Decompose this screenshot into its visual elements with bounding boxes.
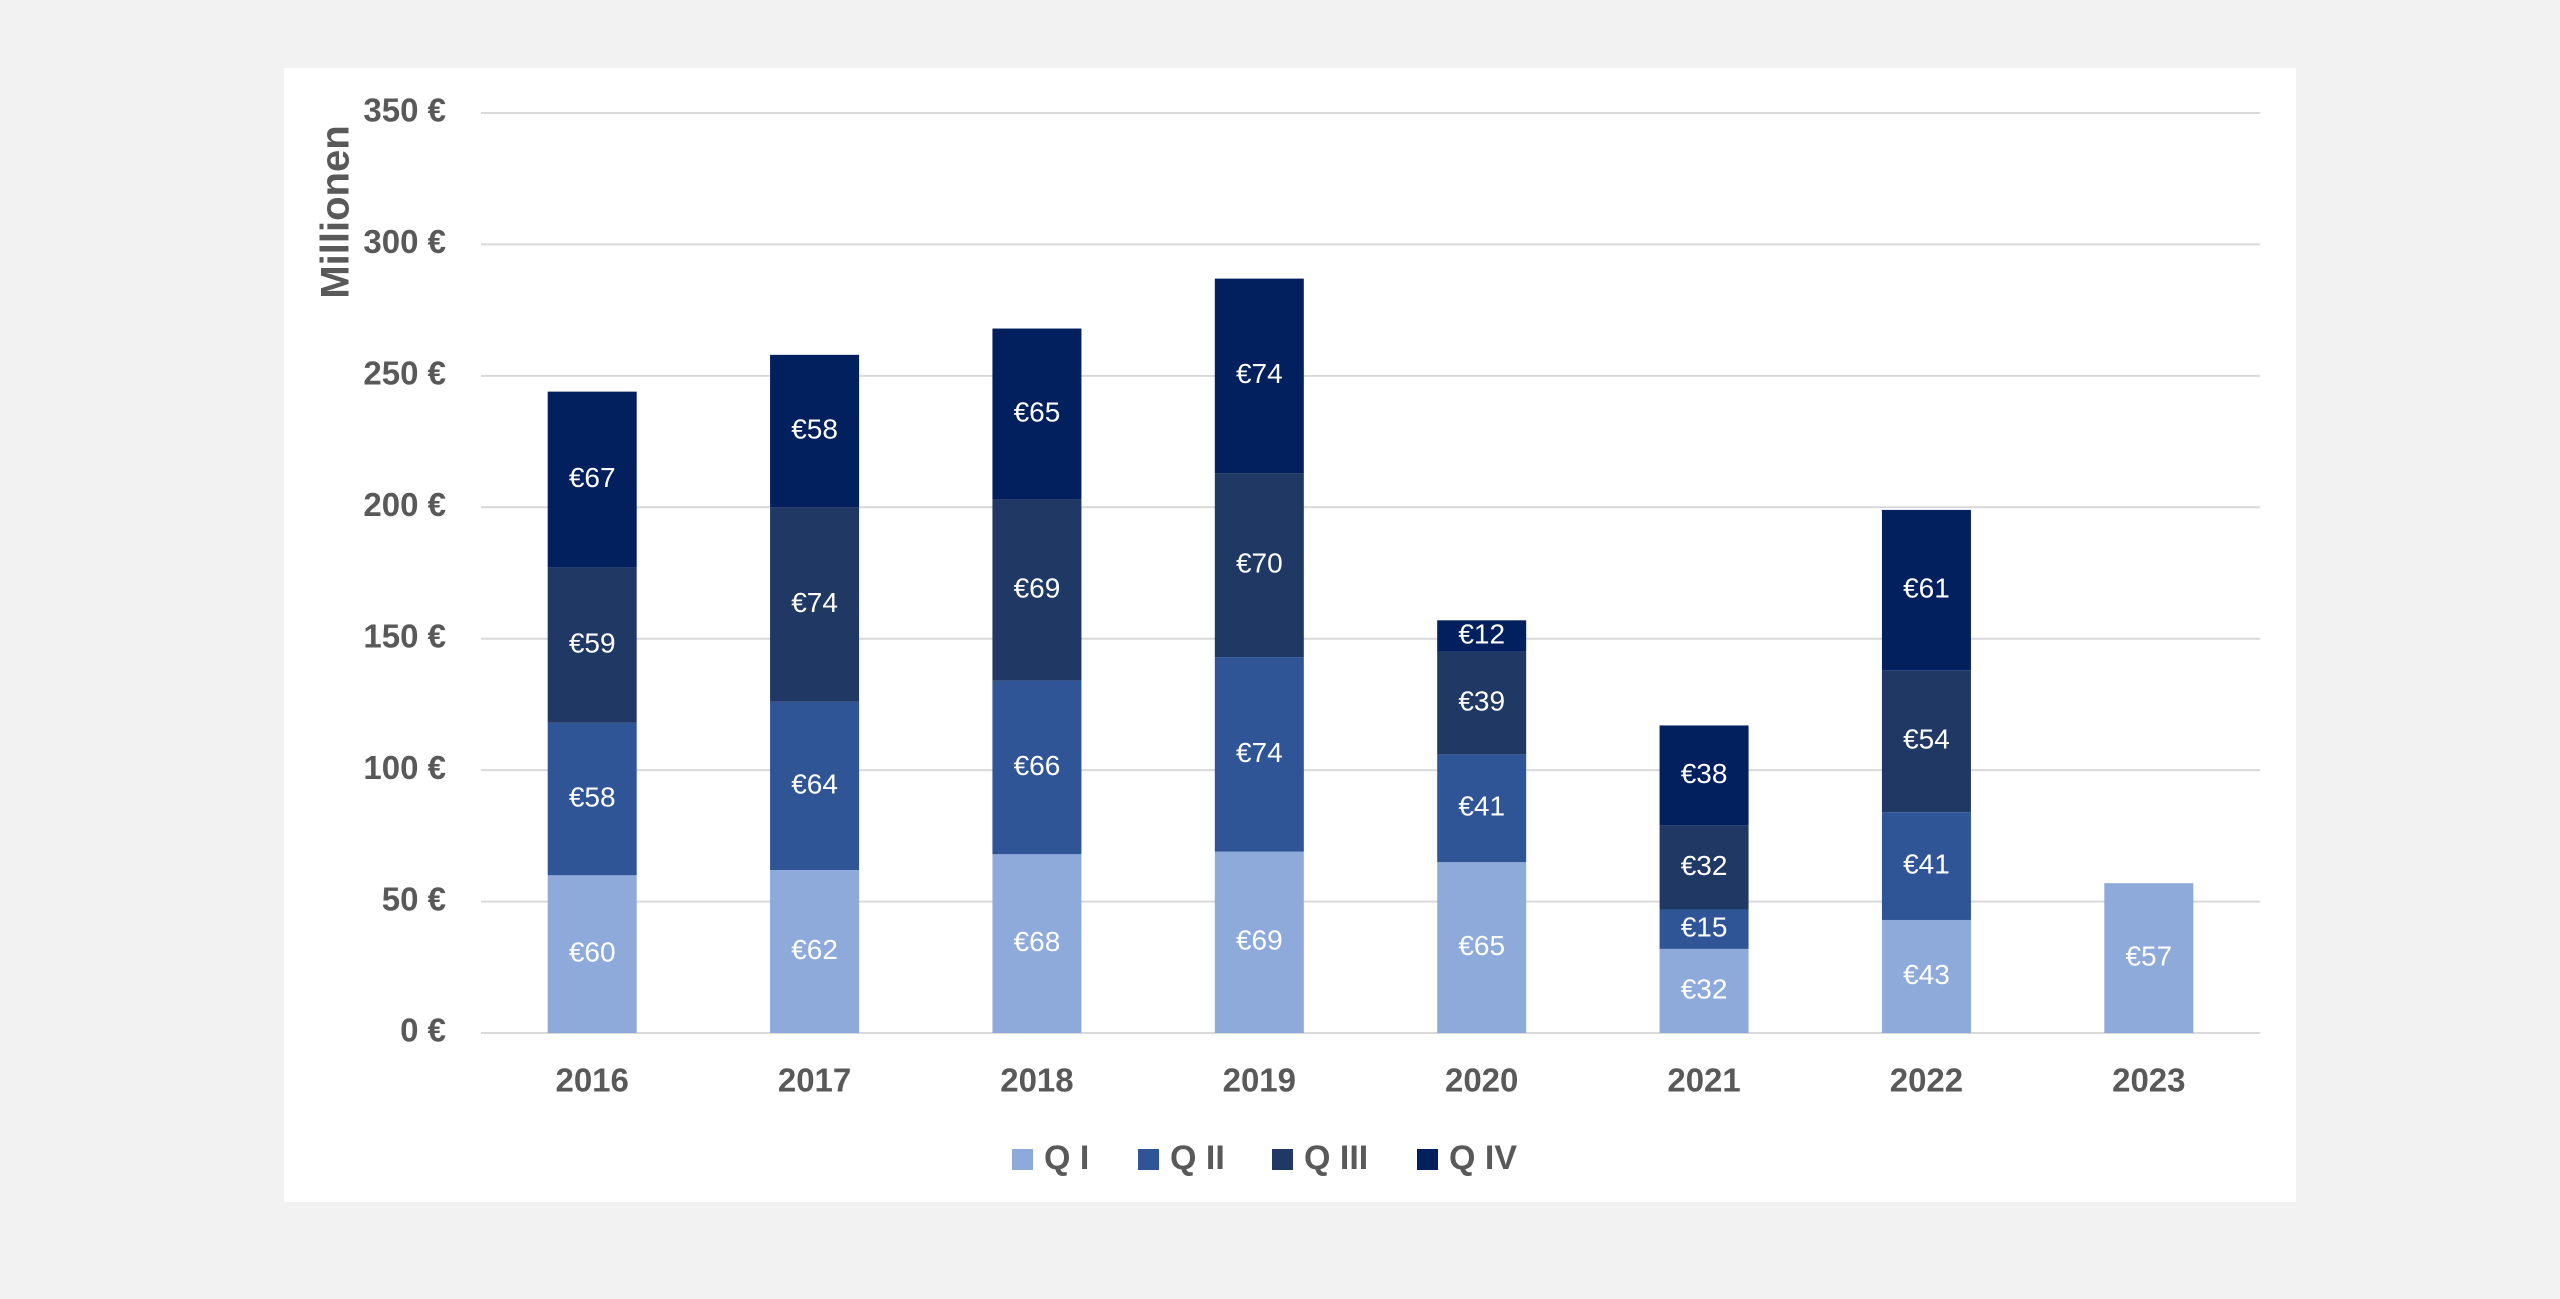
y-tick-label: 50 € bbox=[382, 880, 446, 917]
bar-segment bbox=[1881, 919, 1971, 1033]
data-label: €67 bbox=[569, 462, 616, 493]
data-label: €74 bbox=[791, 587, 838, 618]
bar-segment bbox=[1659, 948, 1749, 1033]
bar-segment bbox=[1659, 825, 1749, 910]
bar-segment bbox=[547, 391, 637, 568]
data-label: €74 bbox=[1236, 358, 1283, 389]
data-label: €65 bbox=[1458, 930, 1505, 961]
legend-label: Q I bbox=[1044, 1139, 1089, 1177]
data-label: €32 bbox=[1681, 973, 1728, 1004]
legend-label: Q IV bbox=[1449, 1139, 1517, 1177]
bar-segment bbox=[1437, 651, 1527, 755]
data-label: €59 bbox=[569, 628, 616, 659]
bar-segment bbox=[1437, 754, 1527, 863]
bar-segment bbox=[1881, 812, 1971, 920]
bar-segment bbox=[770, 701, 860, 871]
bar-segment bbox=[1437, 620, 1527, 652]
data-label: €41 bbox=[1458, 791, 1505, 822]
data-label: €69 bbox=[1014, 572, 1061, 603]
legend-swatch bbox=[1417, 1149, 1438, 1170]
bar-segment bbox=[1437, 862, 1527, 1033]
gridlines bbox=[481, 112, 2260, 1034]
bar-segment bbox=[1214, 278, 1304, 474]
y-axis-ticks: 0 € 50 € 100 € 150 € 200 € 250 € 300 € 350 € bbox=[363, 92, 446, 1049]
x-tick-label: 2021 bbox=[1667, 1062, 1740, 1099]
x-axis-ticks: 2016 2017 2018 2019 2020 2021 2022 2023 bbox=[555, 1062, 2185, 1099]
bar-segment bbox=[770, 507, 860, 702]
data-label: €68 bbox=[1014, 926, 1061, 957]
x-tick-label: 2020 bbox=[1445, 1062, 1518, 1099]
legend-item: Q II bbox=[1138, 1139, 1225, 1177]
data-label: €64 bbox=[791, 768, 838, 799]
data-label: €69 bbox=[1236, 925, 1283, 956]
data-label: €39 bbox=[1458, 686, 1505, 717]
chart-card: 0 € 50 € 100 € 150 € 200 € 250 € 300 € 350 € €6… bbox=[284, 68, 2296, 1202]
data-label: €65 bbox=[1014, 396, 1061, 427]
data-label: €70 bbox=[1236, 548, 1283, 579]
legend-item: Q IV bbox=[1417, 1139, 1517, 1177]
x-tick-label: 2022 bbox=[1890, 1062, 1963, 1099]
x-tick-label: 2023 bbox=[2112, 1062, 2185, 1099]
bar-segment bbox=[2104, 883, 2194, 1033]
data-label: €57 bbox=[2125, 940, 2172, 971]
y-tick-label: 350 € bbox=[363, 92, 446, 129]
data-label: €62 bbox=[791, 934, 838, 965]
legend-item: Q III bbox=[1272, 1139, 1368, 1177]
legend-label: Q II bbox=[1170, 1139, 1225, 1177]
bar-segment bbox=[547, 567, 637, 723]
data-label: €38 bbox=[1681, 758, 1728, 789]
bar-segment bbox=[992, 854, 1082, 1033]
y-tick-label: 150 € bbox=[363, 617, 446, 654]
stacked-bar-chart: 0 € 50 € 100 € 150 € 200 € 250 € 300 € 350 € €6… bbox=[314, 92, 2260, 1177]
y-tick-label: 100 € bbox=[363, 749, 446, 786]
y-tick-label: 250 € bbox=[363, 355, 446, 392]
legend-swatch bbox=[1012, 1149, 1033, 1170]
data-label: €66 bbox=[1014, 750, 1061, 781]
bar-segment bbox=[1659, 909, 1749, 949]
y-tick-label: 200 € bbox=[363, 486, 446, 523]
y-tick-label: 0 € bbox=[400, 1012, 446, 1049]
bar-segment bbox=[992, 328, 1082, 500]
data-label: €60 bbox=[569, 937, 616, 968]
bars bbox=[547, 278, 2194, 1033]
legend-item: Q I bbox=[1012, 1139, 1089, 1177]
y-tick-label: 300 € bbox=[363, 223, 446, 260]
data-label: €32 bbox=[1681, 850, 1728, 881]
legend-swatch bbox=[1138, 1149, 1159, 1170]
legend-swatch bbox=[1272, 1149, 1293, 1170]
x-tick-label: 2016 bbox=[555, 1062, 628, 1099]
x-tick-label: 2019 bbox=[1223, 1062, 1296, 1099]
y-axis-title: Millionen bbox=[314, 125, 358, 298]
data-label: €43 bbox=[1903, 959, 1950, 990]
x-tick-label: 2018 bbox=[1000, 1062, 1073, 1099]
data-label: €54 bbox=[1903, 724, 1950, 755]
data-label: €12 bbox=[1458, 618, 1505, 649]
data-label: €58 bbox=[569, 781, 616, 812]
bar-segment bbox=[992, 499, 1082, 681]
bar-segment bbox=[547, 875, 637, 1033]
bar-segment bbox=[1214, 473, 1304, 658]
data-label: €15 bbox=[1681, 912, 1728, 943]
data-label: €61 bbox=[1903, 572, 1950, 603]
data-labels: €60 €58 €59 €67 €62 €64 €74 €58 €68 €66 €69 €65 €69 €… bbox=[569, 358, 2172, 1004]
bar-segment bbox=[1881, 670, 1971, 813]
legend: Q I Q II Q III Q IV bbox=[1012, 1139, 1517, 1177]
bar-segment bbox=[770, 354, 860, 508]
bar-segment bbox=[992, 680, 1082, 855]
legend-label: Q III bbox=[1304, 1139, 1368, 1177]
data-label: €74 bbox=[1236, 737, 1283, 768]
data-label: €41 bbox=[1903, 848, 1950, 879]
x-tick-label: 2017 bbox=[778, 1062, 851, 1099]
bar-segment bbox=[1214, 851, 1304, 1033]
bar-segment bbox=[1214, 657, 1304, 852]
bar-segment bbox=[547, 722, 637, 876]
bar-segment bbox=[1881, 509, 1971, 671]
bar-segment bbox=[1659, 725, 1749, 826]
bar-segment bbox=[770, 870, 860, 1033]
data-label: €58 bbox=[791, 413, 838, 444]
